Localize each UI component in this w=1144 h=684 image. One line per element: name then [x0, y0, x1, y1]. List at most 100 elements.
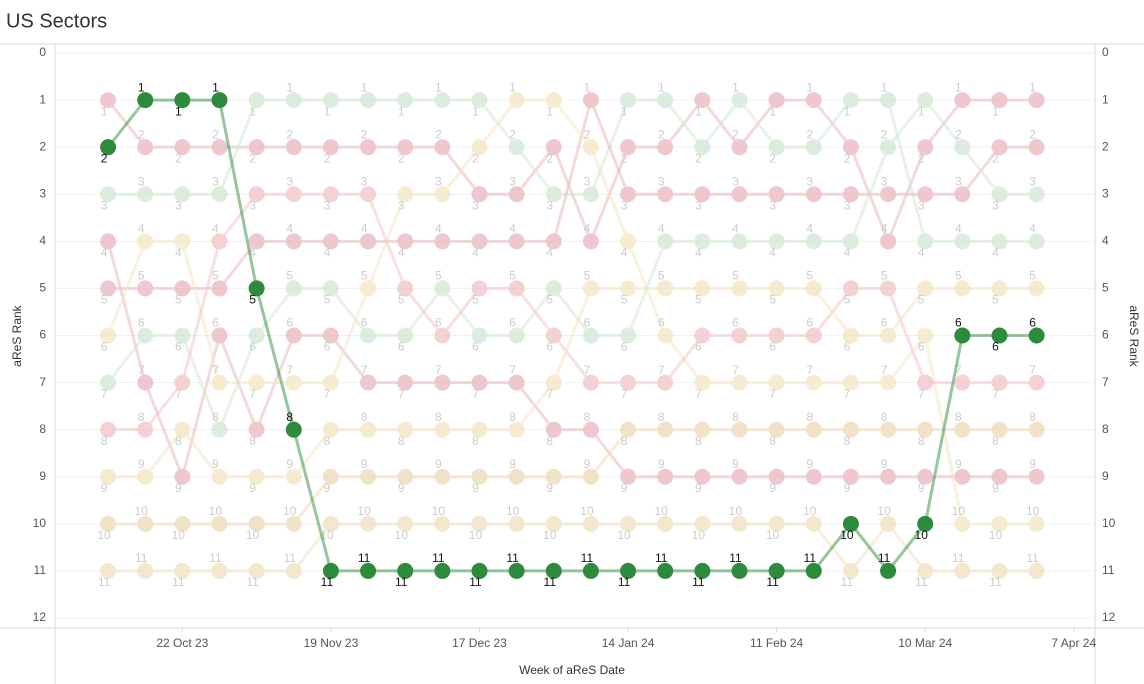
rank-point	[582, 421, 599, 438]
rank-point	[137, 374, 154, 391]
rank-point	[991, 562, 1008, 579]
data-label: 3	[361, 174, 368, 188]
rank-point	[434, 327, 451, 344]
rank-point	[731, 468, 748, 485]
rank-point	[137, 421, 154, 438]
data-label: 4	[101, 246, 108, 260]
rank-point	[397, 421, 414, 438]
data-label: 10	[432, 504, 446, 518]
data-label: 6	[398, 340, 405, 354]
rank-point	[545, 374, 562, 391]
data-label: 5	[249, 293, 256, 307]
rank-point	[620, 374, 637, 391]
rank-point	[768, 92, 785, 109]
rank-point	[1028, 327, 1045, 344]
rank-point	[768, 421, 785, 438]
data-label: 7	[546, 387, 553, 401]
rank-point	[100, 468, 117, 485]
rank-point	[360, 562, 377, 579]
y2-axis-title: aReS Rank	[1127, 305, 1141, 367]
rank-point	[657, 280, 674, 297]
data-label: 3	[732, 174, 739, 188]
data-label: 9	[398, 481, 405, 495]
data-label: 2	[509, 127, 516, 141]
data-label: 7	[286, 363, 293, 377]
data-label: 5	[769, 293, 776, 307]
data-label: 10	[617, 528, 631, 542]
data-label: 9	[695, 481, 702, 495]
data-label: 2	[658, 127, 665, 141]
data-label: 8	[324, 434, 331, 448]
y-tick-label: 8	[39, 422, 46, 436]
rank-point	[991, 468, 1008, 485]
y2-tick-label: 9	[1102, 469, 1109, 483]
data-label: 3	[509, 174, 516, 188]
rank-point	[768, 515, 785, 532]
data-label: 1	[955, 80, 962, 94]
rank-point	[768, 280, 785, 297]
data-label: 7	[435, 363, 442, 377]
data-label: 8	[881, 410, 888, 424]
rank-point	[434, 186, 451, 203]
rank-point	[360, 468, 377, 485]
data-label: 1	[584, 80, 591, 94]
data-label: 9	[769, 481, 776, 495]
data-label: 4	[695, 246, 702, 260]
data-label: 8	[212, 410, 219, 424]
data-label: 3	[212, 174, 219, 188]
rank-point	[322, 327, 339, 344]
data-label: 10	[915, 528, 929, 542]
rank-point	[805, 374, 822, 391]
y-axis-title: aReS Rank	[10, 304, 24, 366]
data-label: 10	[135, 504, 149, 518]
data-label: 6	[361, 316, 368, 330]
data-label: 10	[766, 528, 780, 542]
data-label: 2	[435, 127, 442, 141]
rank-point	[545, 186, 562, 203]
data-label: 5	[212, 269, 219, 283]
y-tick-label: 1	[39, 92, 46, 106]
rank-point	[991, 421, 1008, 438]
data-label: 11	[172, 575, 185, 589]
y-tick-label: 11	[34, 563, 47, 577]
data-label: 2	[249, 151, 256, 165]
data-label: 10	[692, 528, 706, 542]
data-label: 9	[101, 481, 108, 495]
rank-point	[471, 139, 488, 156]
rank-point	[917, 92, 934, 109]
rank-point	[174, 92, 191, 109]
data-label: 1	[249, 104, 256, 118]
rank-point	[322, 92, 339, 109]
x-tick-label: 10 Mar 24	[898, 636, 952, 650]
data-label: 1	[212, 80, 219, 94]
data-label: 8	[658, 410, 665, 424]
data-label: 4	[398, 246, 405, 260]
y-tick-label: 10	[33, 516, 47, 530]
data-label: 11	[395, 575, 408, 589]
rank-point	[1028, 562, 1045, 579]
data-label: 2	[361, 127, 368, 141]
rank-point	[694, 562, 711, 579]
data-label: 4	[1029, 222, 1036, 236]
rank-point	[137, 327, 154, 344]
series: 10 10 10 10 10 10 9 9 9 9 9 9 9 9 8 8 8 8 8 8 8 8 8 8 8 8	[97, 410, 1045, 542]
rank-point	[397, 374, 414, 391]
rank-point	[248, 186, 265, 203]
x-tick-label: 22 Oct 23	[156, 636, 208, 650]
rank-point	[174, 562, 191, 579]
data-label: 7	[584, 363, 591, 377]
data-label: 1	[138, 80, 145, 94]
data-label: 6	[955, 316, 962, 330]
rank-point	[917, 562, 934, 579]
data-label: 9	[732, 457, 739, 471]
data-label: 3	[992, 198, 999, 212]
data-label: 11	[98, 575, 111, 589]
rank-point	[842, 468, 859, 485]
rank-point	[397, 280, 414, 297]
y2-tick-label: 1	[1102, 92, 1109, 106]
rank-point	[694, 327, 711, 344]
data-label: 11	[729, 551, 742, 565]
data-label: 8	[138, 410, 145, 424]
rank-point	[694, 468, 711, 485]
rank-point	[731, 92, 748, 109]
